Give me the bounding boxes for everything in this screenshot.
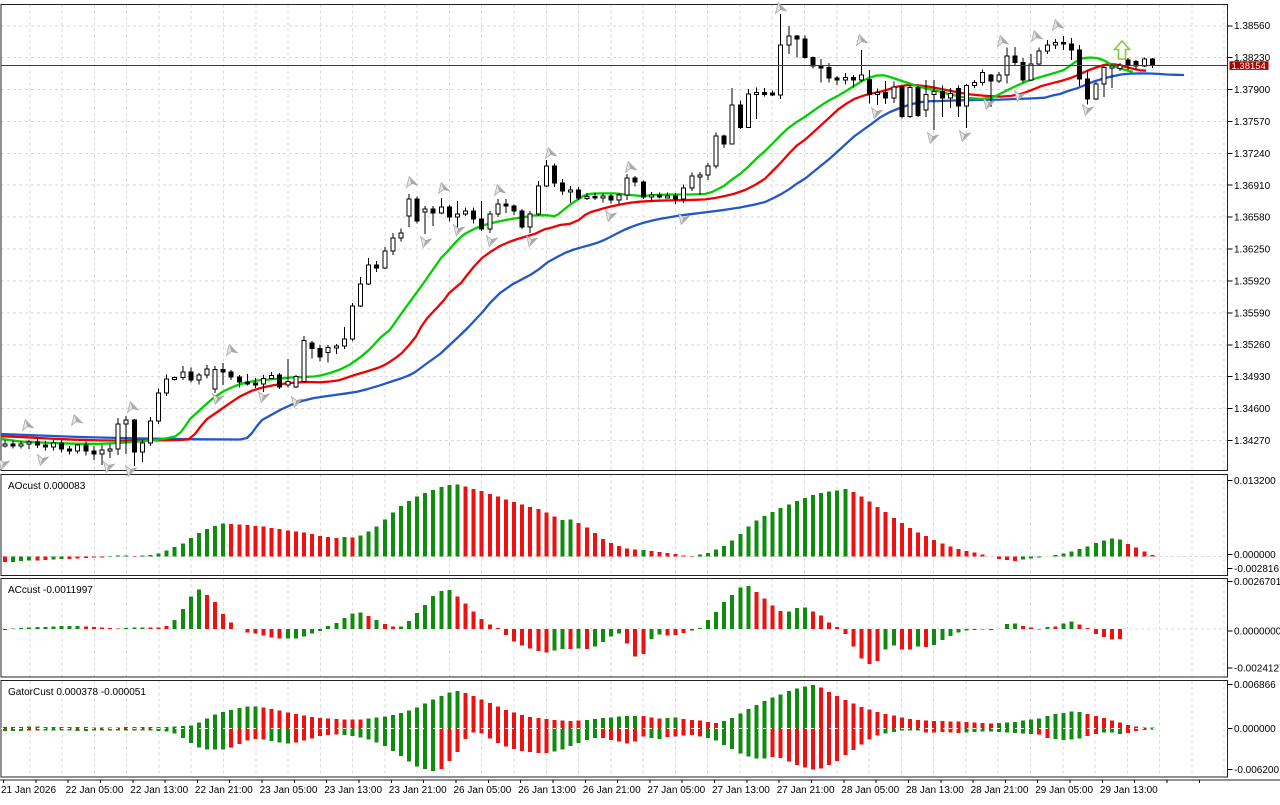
svg-text:27 Jan 05:00: 27 Jan 05:00: [647, 785, 705, 796]
svg-text:22 Jan 05:00: 22 Jan 05:00: [66, 785, 124, 796]
svg-text:ACcust -0.0011997: ACcust -0.0011997: [8, 585, 93, 596]
svg-text:28 Jan 13:00: 28 Jan 13:00: [906, 785, 964, 796]
svg-text:1.34930: 1.34930: [1234, 372, 1271, 383]
svg-text:0.000000: 0.000000: [1234, 550, 1276, 561]
svg-text:0.000000: 0.000000: [1234, 724, 1276, 735]
svg-text:26 Jan 21:00: 26 Jan 21:00: [583, 785, 641, 796]
svg-text:-0.006200: -0.006200: [1234, 765, 1279, 776]
svg-text:22 Jan 13:00: 22 Jan 13:00: [130, 785, 188, 796]
svg-text:1.38560: 1.38560: [1234, 21, 1271, 32]
svg-text:1.37570: 1.37570: [1234, 117, 1271, 128]
svg-text:1.38154: 1.38154: [1232, 61, 1266, 72]
svg-text:GatorCust 0.000378 -0.000051: GatorCust 0.000378 -0.000051: [8, 687, 146, 698]
svg-text:28 Jan 21:00: 28 Jan 21:00: [971, 785, 1029, 796]
svg-text:27 Jan 13:00: 27 Jan 13:00: [712, 785, 770, 796]
svg-text:26 Jan 13:00: 26 Jan 13:00: [518, 785, 576, 796]
svg-text:23 Jan 21:00: 23 Jan 21:00: [389, 785, 447, 796]
svg-text:26 Jan 05:00: 26 Jan 05:00: [454, 785, 512, 796]
svg-text:1.36910: 1.36910: [1234, 181, 1271, 192]
svg-text:1.37240: 1.37240: [1234, 149, 1271, 160]
svg-text:22 Jan 21:00: 22 Jan 21:00: [195, 785, 253, 796]
svg-text:1.37900: 1.37900: [1234, 85, 1271, 96]
svg-text:0.006866: 0.006866: [1234, 680, 1276, 691]
svg-text:29 Jan 05:00: 29 Jan 05:00: [1035, 785, 1093, 796]
svg-text:23 Jan 05:00: 23 Jan 05:00: [260, 785, 318, 796]
svg-text:1.35590: 1.35590: [1234, 308, 1271, 319]
svg-text:1.36580: 1.36580: [1234, 213, 1271, 224]
svg-text:21 Jan 2026: 21 Jan 2026: [1, 785, 56, 796]
svg-text:0.0026701: 0.0026701: [1234, 577, 1280, 588]
svg-text:1.35260: 1.35260: [1234, 340, 1271, 351]
svg-text:1.34600: 1.34600: [1234, 404, 1271, 415]
svg-text:1.34270: 1.34270: [1234, 436, 1271, 447]
svg-text:28 Jan 05:00: 28 Jan 05:00: [841, 785, 899, 796]
svg-text:27 Jan 21:00: 27 Jan 21:00: [777, 785, 835, 796]
svg-text:1.35920: 1.35920: [1234, 276, 1271, 287]
svg-text:0.013200: 0.013200: [1234, 476, 1276, 487]
svg-text:-0.002816: -0.002816: [1234, 564, 1279, 575]
svg-text:1.36250: 1.36250: [1234, 245, 1271, 256]
svg-text:0.0000000: 0.0000000: [1234, 627, 1280, 638]
svg-text:-0.0024127: -0.0024127: [1234, 664, 1280, 675]
svg-text:AOcust 0.000083: AOcust 0.000083: [8, 481, 86, 492]
svg-text:29 Jan 13:00: 29 Jan 13:00: [1100, 785, 1158, 796]
svg-text:23 Jan 13:00: 23 Jan 13:00: [324, 785, 382, 796]
svg-text:1.38230: 1.38230: [1234, 53, 1271, 64]
